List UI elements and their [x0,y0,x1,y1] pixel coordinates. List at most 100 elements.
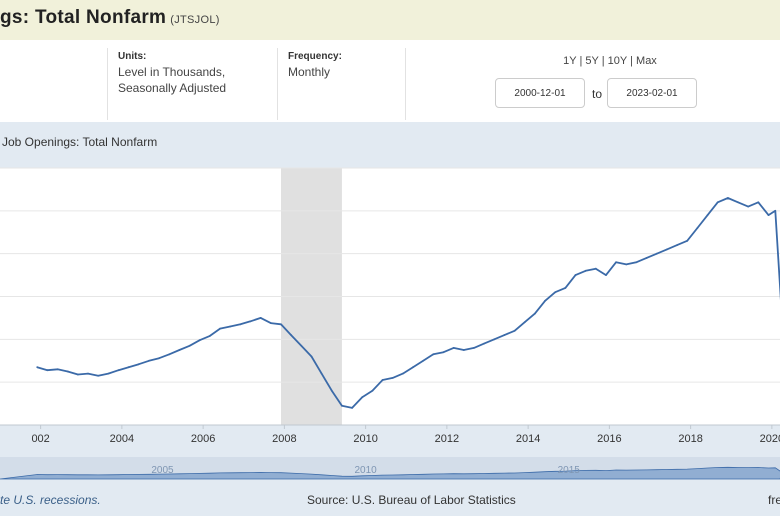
to-label: to [592,87,603,101]
data-point [381,379,384,381]
data-point [574,274,577,276]
data-point [46,369,49,372]
data-point [97,374,100,377]
data-point [280,323,282,326]
data-point [615,261,618,264]
page-title: gs: Total Nonfarm (JTSJOL) [0,7,220,29]
data-point [219,327,221,330]
data-point [747,205,750,208]
meta-divider [107,48,108,120]
data-point [774,209,777,212]
data-point [127,366,130,369]
data-point [605,274,607,276]
data-point [716,201,719,204]
data-point [442,351,445,354]
data-point [320,372,323,375]
units-label: Units: [118,51,147,62]
navigator-label: 2015 [558,465,581,476]
fred-link[interactable]: fre [768,493,780,507]
data-point [290,334,293,336]
series-code: (JTSJOL) [170,14,220,26]
data-point [503,334,506,336]
data-point [737,201,739,204]
data-point [473,347,475,349]
recession-note[interactable]: te U.S. recessions. [0,493,101,507]
data-point [635,261,638,264]
navigator-area [0,466,780,480]
data-point [148,359,150,362]
data-point [249,320,252,323]
range-1y-button[interactable]: 1Y [563,55,577,67]
range-buttons: 1Y | 5Y | 10Y | Max [540,55,680,67]
start-date-input[interactable] [495,78,585,108]
data-point [208,335,211,337]
data-point [666,248,668,251]
data-point [513,329,516,332]
data-point [259,317,262,319]
data-point [36,366,39,369]
chart-title: Job Openings: Total Nonfarm [2,135,158,149]
data-point [645,257,648,259]
data-point [66,370,69,373]
series-title: gs: Total Nonfarm [0,7,167,28]
data-point [584,269,587,272]
data-point [229,325,232,328]
data-point [401,372,404,375]
data-point [76,373,79,376]
title-bar: gs: Total Nonfarm (JTSJOL) [0,0,780,40]
data-point [137,363,140,366]
data-point [168,353,171,356]
data-point [726,197,729,199]
units-value-line2: Seasonally Adjusted [118,81,227,95]
data-point [676,244,678,247]
range-separator: | [576,55,586,67]
x-tick-label: 2006 [191,433,215,445]
data-point [533,312,536,315]
data-point [432,353,435,356]
data-point [483,342,486,345]
meta-divider [277,48,278,120]
x-tick-label: 2020 [760,433,780,445]
data-point [544,299,546,302]
end-date-input[interactable] [607,78,697,108]
data-point [757,201,760,204]
range-5y-button[interactable]: 5Y [585,55,599,67]
data-point [452,347,455,349]
data-point [564,287,567,289]
data-point [625,263,628,266]
range-max-button[interactable]: Max [636,55,657,67]
navigator-label: 2005 [151,465,174,476]
data-point [300,344,303,347]
data-point [198,339,201,342]
data-point [462,349,465,351]
meta-divider [405,48,406,120]
range-10y-button[interactable]: 10Y [607,55,628,67]
navigator-label: 2010 [355,465,378,476]
data-point [655,252,658,255]
units-value-line1: Level in Thousands, [118,65,226,79]
data-point [188,344,191,347]
x-tick-label: 2018 [678,433,702,445]
x-tick-label: 2012 [435,433,459,445]
range-separator: | [598,55,608,67]
x-tick-label: 2014 [516,433,540,445]
data-point [351,406,353,409]
data-point [422,359,425,362]
frequency-value: Monthly [288,65,331,79]
data-point [310,355,313,358]
range-separator: | [627,55,637,67]
data-point [330,389,333,392]
data-point [706,214,709,217]
source-label: Source: U.S. Bureau of Labor Statistics [307,493,516,507]
data-point [341,404,343,407]
data-point [767,214,770,217]
data-point [412,366,414,369]
x-tick-label: 2010 [353,433,377,445]
data-point [56,368,59,371]
data-point [554,291,557,294]
x-tick-label: 2016 [597,433,621,445]
data-point [523,321,526,324]
x-tick-label: 2004 [110,433,134,445]
x-tick-label: 2008 [272,433,296,445]
